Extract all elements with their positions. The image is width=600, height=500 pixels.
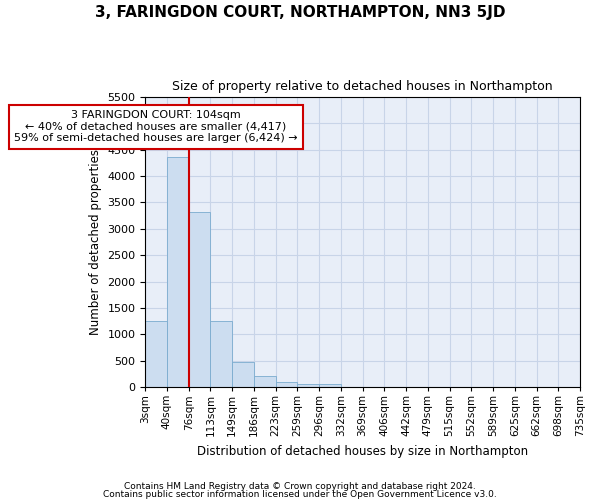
Text: 3 FARINGDON COURT: 104sqm
← 40% of detached houses are smaller (4,417)
59% of se: 3 FARINGDON COURT: 104sqm ← 40% of detac… <box>14 110 298 144</box>
Bar <box>211 320 232 387</box>
Bar <box>145 320 167 387</box>
Bar <box>319 384 341 387</box>
Title: Size of property relative to detached houses in Northampton: Size of property relative to detached ho… <box>172 80 553 93</box>
Bar <box>298 384 319 387</box>
Bar <box>188 212 211 387</box>
Text: Contains public sector information licensed under the Open Government Licence v3: Contains public sector information licen… <box>103 490 497 499</box>
Y-axis label: Number of detached properties: Number of detached properties <box>89 149 102 335</box>
Text: 3, FARINGDON COURT, NORTHAMPTON, NN3 5JD: 3, FARINGDON COURT, NORTHAMPTON, NN3 5JD <box>95 5 505 20</box>
Text: Contains HM Land Registry data © Crown copyright and database right 2024.: Contains HM Land Registry data © Crown c… <box>124 482 476 491</box>
Bar <box>232 362 254 387</box>
Bar <box>167 157 188 387</box>
Bar <box>254 376 275 387</box>
X-axis label: Distribution of detached houses by size in Northampton: Distribution of detached houses by size … <box>197 444 528 458</box>
Bar <box>275 382 298 387</box>
